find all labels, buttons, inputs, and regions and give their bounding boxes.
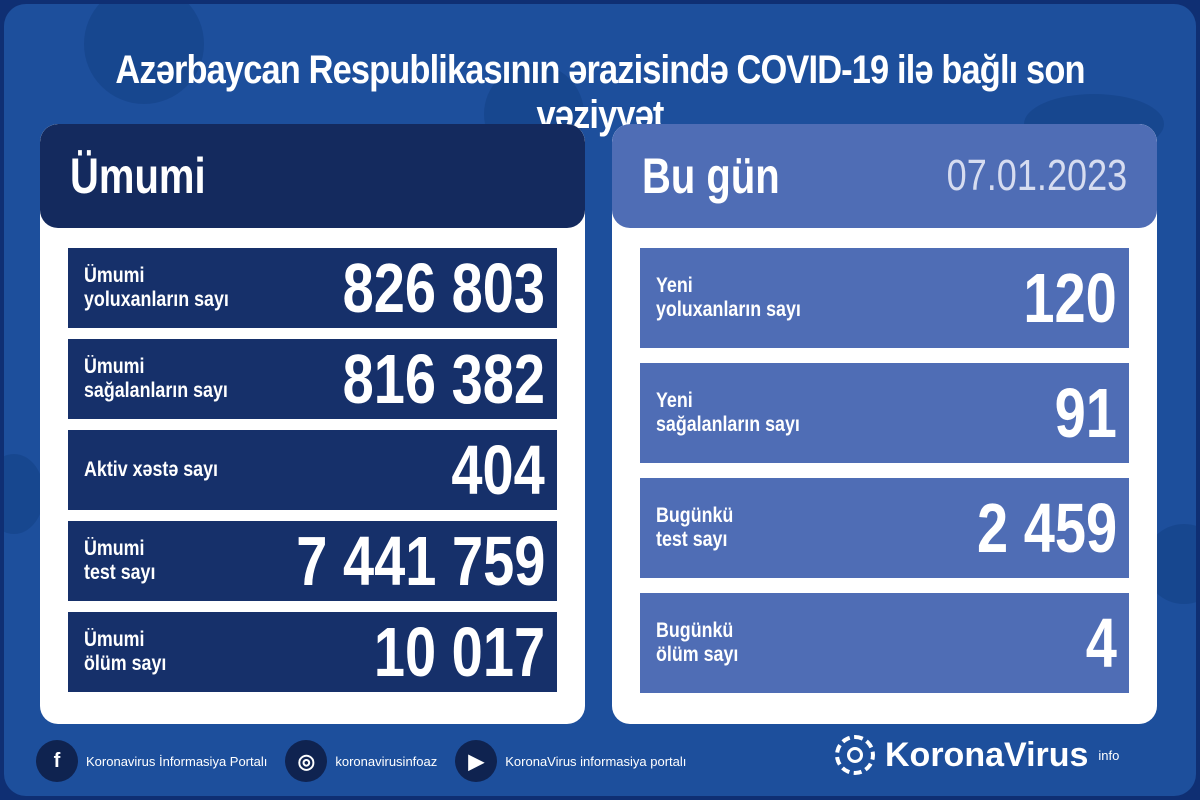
stat-label: Ümumi test sayı [84,537,156,584]
social-link-text: KoronaVirus informasiya portalı [505,753,687,769]
total-header: Ümumi [40,124,585,228]
facebook-icon: f [36,740,78,782]
koronavirus-logo: KoronaVirus info [835,735,1119,775]
stat-value: 4 [1085,604,1117,682]
stat-label: Ümumi ölüm sayı [84,628,167,675]
stat-value: 91 [1054,374,1117,452]
logo-text: KoronaVirus [885,735,1089,774]
total-heading: Ümumi [70,148,206,204]
stat-value: 826 803 [342,249,545,327]
virus-decoration-icon [84,4,204,104]
stat-row: Bugünkü ölüm sayı 4 [640,593,1129,693]
today-heading: Bu gün [642,148,780,204]
today-header: Bu gün 07.01.2023 [612,124,1157,228]
stat-value: 404 [451,431,545,509]
stat-label: Aktiv xəstə sayı [84,458,218,481]
youtube-icon: ▶ [455,740,498,782]
stat-row: Ümumi ölüm sayı 10 017 [68,612,557,692]
stat-label: Bugünkü ölüm sayı [656,619,739,666]
stat-value: 120 [1023,259,1117,337]
stat-row: Ümumi test sayı 7 441 759 [68,521,557,601]
logo-sup: info [1098,747,1120,763]
stat-label: Yeni sağalanların sayı [656,389,800,436]
stat-label: Ümumi sağalanların sayı [84,355,228,402]
social-link-text: Koronavirus İnformasiya Portalı [86,753,268,769]
social-link[interactable]: ◎ koronavirusinfoaz [285,740,437,782]
social-link-text: koronavirusinfoaz [335,753,438,769]
stat-value: 7 441 759 [295,522,545,600]
stat-row: Ümumi sağalanların sayı 816 382 [68,339,557,419]
stat-value: 2 459 [976,489,1117,567]
social-link[interactable]: f Koronavirus İnformasiya Portalı [36,740,267,782]
footer: f Koronavirus İnformasiya Portalı ◎ koronav… [36,740,686,782]
stat-label: Yeni yoluxanların sayı [656,274,801,321]
social-link[interactable]: ▶ KoronaVirus informasiya portalı [455,740,686,782]
stat-row: Yeni sağalanların sayı 91 [640,363,1129,463]
stat-row: Aktiv xəstə sayı 404 [68,430,557,510]
today-panel: Bu gün 07.01.2023 Yeni yoluxanların sayı 1… [612,124,1157,724]
stat-value: 816 382 [342,340,545,418]
virus-decoration-icon [4,454,44,534]
instagram-icon: ◎ [285,740,328,782]
stat-label: Bugünkü test sayı [656,504,734,551]
stat-label: Ümumi yoluxanların sayı [84,264,229,311]
date: 07.01.2023 [946,151,1127,200]
stat-row: Ümumi yoluxanların sayı 826 803 [68,248,557,328]
sun-logo-icon [835,735,875,775]
stat-row: Bugünkü test sayı 2 459 [640,478,1129,578]
stat-row: Yeni yoluxanların sayı 120 [640,248,1129,348]
total-panel: Ümumi Ümumi yoluxanların sayı 826 803 Ümum… [40,124,585,724]
stat-value: 10 017 [373,613,545,691]
